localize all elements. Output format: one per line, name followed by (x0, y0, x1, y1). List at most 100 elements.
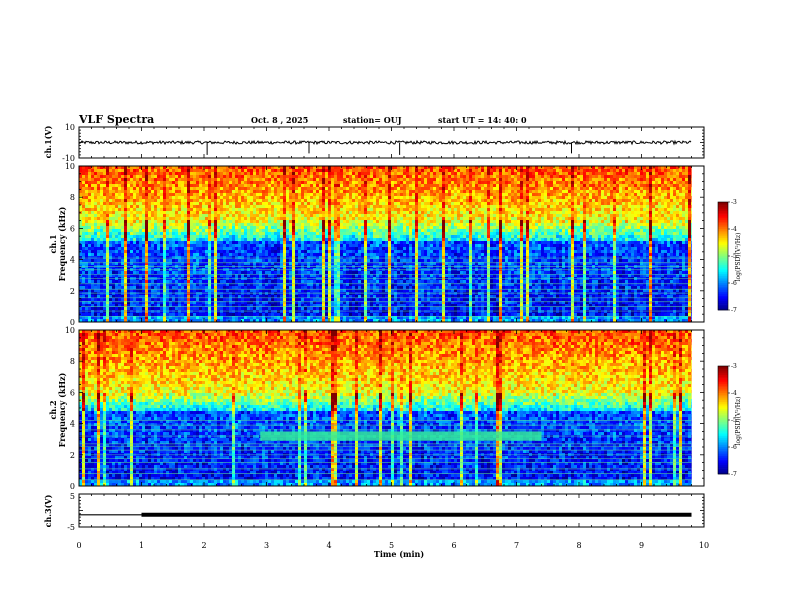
spectrogram-cell (394, 217, 398, 221)
spectrogram-cell (556, 208, 560, 212)
spectrogram-cell (340, 229, 344, 233)
spectrogram-cell (199, 226, 203, 230)
spectrogram-cell (337, 202, 341, 206)
spectrogram-cell (454, 169, 458, 173)
spectrogram-cell (412, 166, 416, 170)
spectrogram-cell (310, 199, 314, 203)
spectrogram-cell (568, 226, 572, 230)
spectrogram-cell (106, 187, 110, 191)
spectrogram-cell (190, 202, 194, 206)
spectrogram-cell (259, 193, 263, 197)
spectrogram-cell (196, 232, 200, 236)
spectrogram-cell (436, 175, 440, 179)
spectrogram-cell (358, 214, 362, 218)
spectrogram-cell (376, 214, 380, 218)
spectrogram-cell (250, 187, 254, 191)
spectrogram-cell (160, 235, 164, 239)
spectrogram-cell (613, 199, 617, 203)
spectrogram-cell (535, 178, 539, 182)
spectrogram-cell (652, 232, 656, 236)
spectrogram-cell (145, 169, 149, 173)
spectrogram-cell (130, 217, 134, 221)
spectrogram-cell (598, 178, 602, 182)
spectrogram-cell (259, 229, 263, 233)
spectrogram-cell (211, 211, 215, 215)
spectrogram-cell (331, 175, 335, 179)
spectrogram-cell (658, 175, 662, 179)
spectrogram-cell (631, 220, 635, 224)
spectrogram-cell (580, 202, 584, 206)
spectrogram-cell (262, 226, 266, 230)
spectrogram-cell (646, 175, 650, 179)
spectrogram-cell (598, 196, 602, 200)
spectrogram-cell (193, 235, 197, 239)
spectrogram-cell (367, 172, 371, 176)
spectrogram-cell (541, 217, 545, 221)
spectrogram-cell (397, 208, 401, 212)
spectrogram-cell (679, 211, 683, 215)
spectrogram-cell (220, 187, 224, 191)
spectrogram-cell (352, 220, 356, 224)
spectrogram-cell (94, 199, 98, 203)
spectrogram-cell (643, 199, 647, 203)
spectrogram-cell (457, 211, 461, 215)
spectrogram-cell (448, 169, 452, 173)
spectrogram-cell (556, 193, 560, 197)
spectrogram-cell (544, 229, 548, 233)
spectrogram-cell (649, 178, 653, 182)
spectrogram-cell (625, 211, 629, 215)
spectrogram-cell (148, 226, 152, 230)
spectrogram-cell (175, 193, 179, 197)
spectrogram-cell (457, 190, 461, 194)
spectrogram-cell (535, 223, 539, 227)
station-label: station= OUJ (343, 115, 402, 125)
spectrogram-cell (202, 223, 206, 227)
spectrogram-cell (448, 217, 452, 221)
spectrogram-cell (334, 235, 338, 239)
spectrogram-cell (424, 205, 428, 209)
spectrogram-cell (262, 169, 266, 173)
spectrogram-cell (247, 178, 251, 182)
spectrogram-cell (658, 169, 662, 173)
spectrogram-cell (319, 166, 323, 170)
spectrogram-cell (274, 208, 278, 212)
spectrogram-cell (292, 178, 296, 182)
spectrogram-cell (469, 196, 473, 200)
spectrogram-cell (259, 199, 263, 203)
spectrogram-cell (439, 193, 443, 197)
spectrogram-cell (397, 226, 401, 230)
spectrogram-cell (553, 214, 557, 218)
spectrogram-cell (670, 214, 674, 218)
spectrogram-cell (271, 217, 275, 221)
spectrogram-cell (475, 220, 479, 224)
spectrogram-cell (124, 193, 128, 197)
spectrogram-cell (676, 175, 680, 179)
spectrogram-cell (379, 214, 383, 218)
spectrogram-cell (121, 214, 125, 218)
spectrogram-cell (505, 172, 509, 176)
spectrogram-cell (622, 223, 626, 227)
spectrogram-cell (106, 184, 110, 188)
spectrogram-cell (523, 214, 527, 218)
spectrogram-cell (619, 193, 623, 197)
spectrogram-cell (91, 193, 95, 197)
spectrogram-cell (607, 211, 611, 215)
spectrogram-cell (622, 184, 626, 188)
spectrogram-cell (232, 223, 236, 227)
spectrogram-cell (412, 196, 416, 200)
spectrogram-cell (631, 166, 635, 170)
spectrogram-cell (196, 196, 200, 200)
spectrogram-cell (304, 220, 308, 224)
spectrogram-cell (118, 208, 122, 212)
spectrogram-cell (430, 181, 434, 185)
spectrogram-cell (376, 178, 380, 182)
spectrogram-cell (484, 199, 488, 203)
spectrogram-cell (103, 175, 107, 179)
spectrogram-cell (184, 187, 188, 191)
spectrogram-cell (517, 166, 521, 170)
spectrogram-cell (307, 172, 311, 176)
spectrogram-cell (259, 223, 263, 227)
spectrogram-cell (418, 190, 422, 194)
spectrogram-cell (151, 229, 155, 233)
spectrogram-cell (331, 181, 335, 185)
